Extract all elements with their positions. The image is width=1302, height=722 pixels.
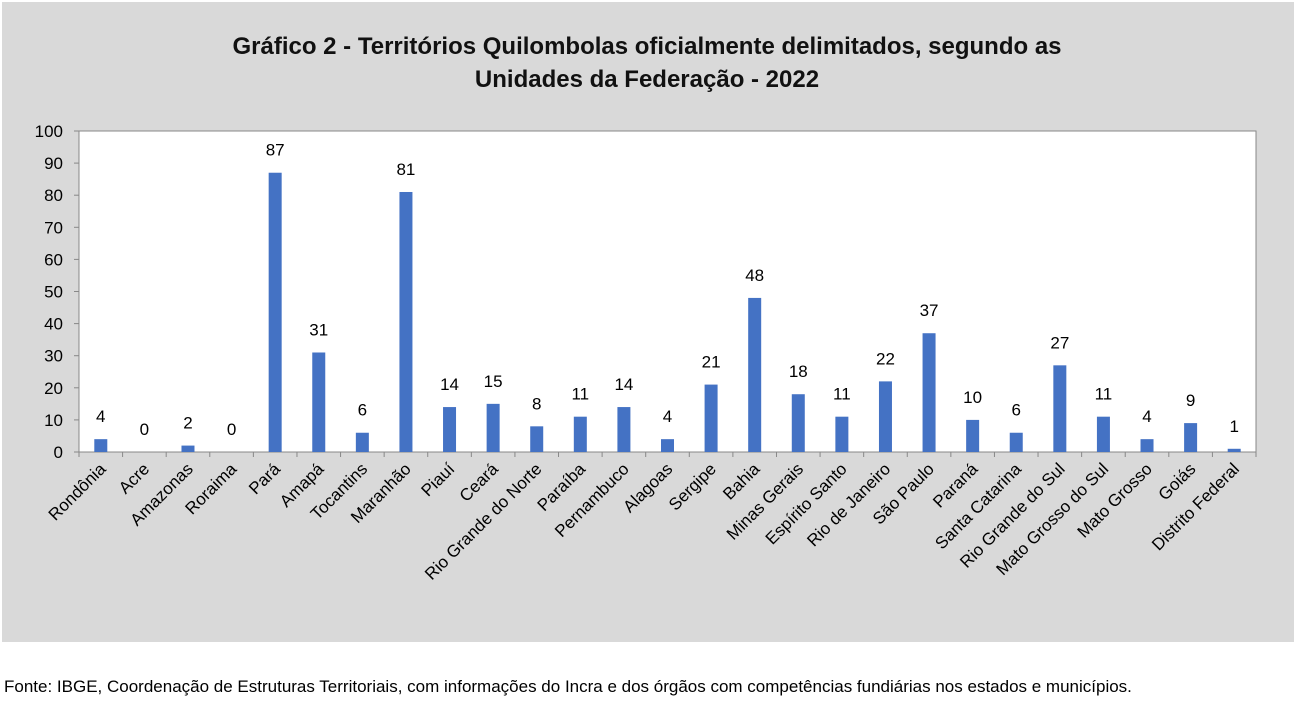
plot-area [78, 130, 1257, 453]
bar-value-label: 4 [96, 407, 105, 426]
bar [878, 381, 892, 452]
bar-value-label: 22 [876, 349, 895, 368]
bar [355, 432, 369, 452]
y-tick-label: 60 [44, 250, 63, 269]
bar-value-label: 87 [266, 141, 285, 160]
bar-value-label: 1 [1229, 417, 1238, 436]
bar-value-label: 31 [309, 320, 328, 339]
bar [966, 419, 980, 452]
bar [791, 394, 805, 452]
bar-value-label: 81 [396, 160, 415, 179]
bar [530, 426, 544, 452]
bar [1096, 416, 1110, 452]
bar [573, 416, 587, 452]
y-tick-label: 70 [44, 218, 63, 237]
bar-value-label: 2 [183, 414, 192, 433]
bar-value-label: 6 [1012, 401, 1021, 420]
bar-value-label: 9 [1186, 391, 1195, 410]
chart-title: Gráfico 2 - Territórios Quilombolas ofic… [0, 30, 1294, 96]
bar-value-label: 18 [789, 362, 808, 381]
bar [94, 439, 108, 452]
y-tick-label: 50 [44, 283, 63, 302]
bar [486, 403, 500, 452]
x-tick-label: Sergipe [665, 459, 720, 514]
x-tick-label: Rondônia [45, 459, 110, 524]
bar-value-label: 4 [1142, 407, 1151, 426]
bar-value-label: 27 [1050, 333, 1069, 352]
bar [922, 333, 936, 452]
x-tick-label: Pará [245, 459, 284, 498]
bar-value-label: 11 [1095, 385, 1113, 404]
bar [748, 297, 762, 452]
bar-value-label: 0 [227, 420, 236, 439]
bar [268, 172, 282, 453]
chart-title-line-2: Unidades da Federação - 2022 [474, 66, 820, 93]
chart-title-line-1: Gráfico 2 - Territórios Quilombolas ofic… [232, 33, 1062, 60]
bar [399, 191, 413, 453]
bar-chart: 01020304050607080901004Rondônia0Acre2Ama… [35, 122, 1257, 584]
bar-value-label: 6 [358, 401, 367, 420]
bar [1009, 432, 1023, 452]
y-tick-label: 90 [44, 154, 63, 173]
bar [835, 416, 849, 452]
y-tick-label: 100 [35, 122, 63, 141]
bar [443, 407, 457, 452]
bar-value-label: 37 [920, 301, 939, 320]
x-tick-label: Piauí [418, 459, 459, 500]
bar-value-label: 10 [963, 388, 982, 407]
bar-value-label: 4 [663, 407, 672, 426]
bar-value-label: 48 [745, 266, 764, 285]
source-note: Fonte: IBGE, Coordenação de Estruturas T… [4, 677, 1132, 696]
bar-value-label: 0 [140, 420, 149, 439]
bar [1053, 365, 1067, 452]
y-tick-label: 30 [44, 347, 63, 366]
bar [1140, 439, 1154, 452]
y-tick-label: 10 [44, 411, 63, 430]
bar [661, 439, 674, 452]
bar [617, 407, 631, 452]
bar-value-label: 14 [440, 375, 459, 394]
bar [1184, 423, 1198, 452]
bar-value-label: 15 [484, 372, 503, 391]
x-tick-label: Acre [115, 459, 153, 497]
bar-value-label: 8 [532, 394, 541, 413]
y-tick-label: 40 [44, 315, 63, 334]
bar [312, 352, 326, 452]
y-tick-label: 0 [54, 443, 63, 462]
y-tick-label: 80 [44, 186, 63, 205]
bar-value-label: 14 [614, 375, 633, 394]
x-tick-label: Alagoas [619, 459, 676, 516]
bar [181, 445, 195, 452]
bar [1227, 448, 1241, 452]
y-tick-label: 20 [44, 379, 63, 398]
bar-value-label: 11 [833, 385, 851, 404]
bar-value-label: 21 [702, 353, 721, 372]
bar [704, 384, 718, 452]
bar-value-label: 11 [571, 385, 589, 404]
